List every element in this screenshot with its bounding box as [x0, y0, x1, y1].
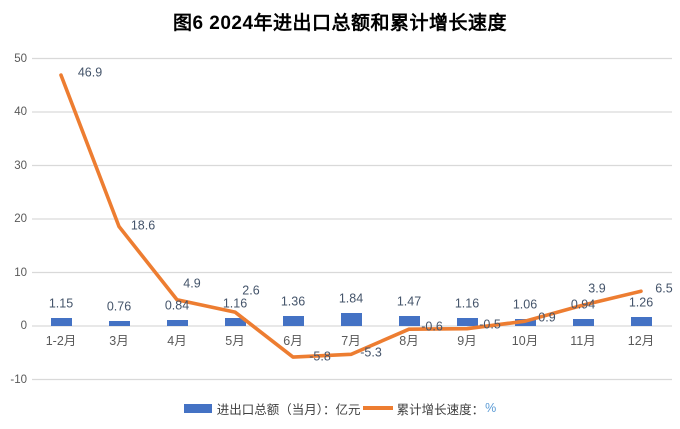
legend-line-label: 累计增长速度：: [396, 402, 485, 417]
bar: [630, 317, 652, 326]
bar: [108, 320, 130, 326]
legend-line-swatch-icon: [362, 406, 393, 410]
trend-line: [59, 73, 643, 359]
legend-line-unit: %: [485, 401, 497, 415]
legend-bar-swatch-icon: [183, 403, 212, 413]
bar: [282, 316, 304, 326]
bar: [398, 315, 420, 326]
legend: 进出口总额（当月）：亿元 累计增长速度：%: [0, 398, 680, 418]
legend-bar-label: 进出口总额（当月）：亿元: [216, 402, 361, 417]
bar: [50, 317, 72, 326]
bar: [224, 317, 246, 326]
bar: [340, 313, 362, 326]
chart-title: 图6 2024年进出口总额和累计增长速度: [172, 13, 508, 34]
bar: [572, 319, 594, 326]
bar: [166, 320, 188, 326]
bar: [456, 317, 478, 326]
